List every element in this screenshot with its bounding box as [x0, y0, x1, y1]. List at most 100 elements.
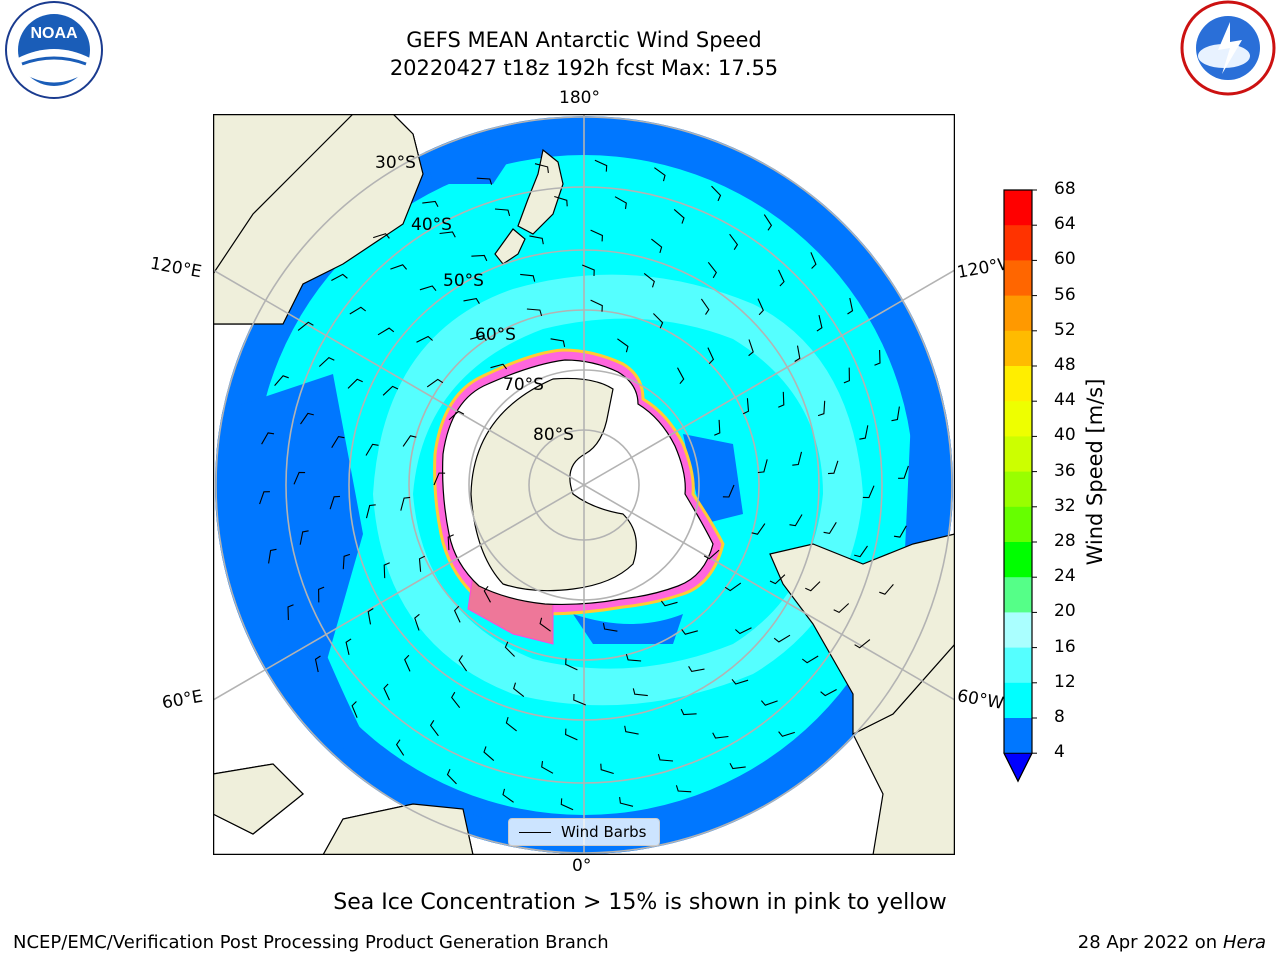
wind-barb: [722, 484, 735, 498]
wind-barb: [534, 163, 549, 173]
wind-barb: [660, 600, 678, 607]
wind-barb: [402, 435, 417, 447]
colorbar-segment: [1004, 542, 1032, 578]
lon-label-top: 180°: [559, 88, 600, 108]
wind-barb: [400, 496, 411, 511]
colorbar-segment: [1004, 647, 1032, 684]
wind-barb: [349, 306, 367, 315]
colorbar-tick-label: 28: [1054, 531, 1076, 551]
wind-barb: [365, 443, 379, 456]
colorbar-segment: [1004, 577, 1032, 613]
wind-barb: [654, 167, 666, 182]
colorbar-tick-label: 48: [1054, 355, 1076, 375]
wind-barb: [617, 338, 629, 353]
wind-barb: [483, 585, 491, 603]
wind-barb: [351, 701, 358, 718]
wind-barb: [453, 605, 461, 623]
wind-barb: [854, 639, 871, 649]
wind-barb: [520, 273, 536, 282]
wind-barb: [792, 451, 803, 466]
footer-left: NCEP/EMC/Verification Post Processing Pr…: [13, 932, 609, 953]
wind-barb: [816, 314, 823, 332]
wind-barb: [439, 231, 456, 238]
wind-barb: [729, 233, 739, 250]
wind-barb: [651, 238, 663, 254]
wind-barb: [735, 627, 752, 635]
wind-barb: [526, 308, 543, 317]
colorbar-segment: [1004, 260, 1032, 297]
colorbar-tick-label: 20: [1054, 601, 1076, 622]
lon-label-left-upper: 120°E: [148, 253, 204, 283]
nws-logo-icon: [1180, 0, 1276, 96]
wind-barb: [677, 367, 685, 385]
wind-barb: [724, 582, 742, 592]
wind-barb: [763, 214, 773, 231]
wind-barb: [529, 235, 544, 245]
wind-barb: [490, 363, 508, 370]
colorbar-extend-arrow: [1003, 752, 1033, 783]
wind-barb: [448, 410, 465, 421]
wind-barb: [757, 459, 768, 474]
wind-barb: [581, 264, 595, 277]
wind-barb: [614, 196, 627, 209]
wind-barb: [554, 195, 568, 207]
footer-date: 28 Apr 2022 on: [1077, 932, 1223, 953]
colorbar-segment: [1004, 366, 1032, 402]
lon-label-bottom: 0°: [572, 856, 592, 876]
wind-barb: [565, 658, 578, 671]
wind-barb: [789, 514, 803, 527]
wind-barb: [757, 298, 764, 316]
wind-barb: [760, 700, 778, 706]
chart-title: GEFS MEAN Antarctic Wind Speed: [406, 28, 762, 52]
wind-barb: [862, 485, 875, 499]
wind-barb: [847, 297, 854, 315]
colorbar-segment: [1004, 401, 1032, 437]
wind-barbs: [259, 159, 909, 811]
colorbar-tick-label: 52: [1054, 319, 1076, 340]
colorbar-label: Wind Speed [m/s]: [1083, 378, 1107, 566]
graticule: [213, 114, 955, 855]
wind-barb: [729, 762, 746, 770]
wind-barb: [426, 378, 444, 388]
wind-barb: [377, 327, 395, 336]
wind-barb: [714, 419, 721, 436]
wind-barb: [712, 732, 729, 739]
wind-barb: [331, 435, 345, 448]
wind-barb: [817, 400, 826, 417]
wind-barb: [748, 339, 754, 357]
wind-barb: [854, 545, 868, 558]
wind-barb: [707, 261, 717, 279]
wind-barb: [632, 688, 648, 697]
lat-label-40s: 40°S: [411, 215, 452, 235]
wind-barb: [594, 159, 608, 172]
colorbar-segment: [1004, 506, 1032, 543]
wind-barb: [573, 693, 587, 706]
wind-barb: [471, 254, 488, 262]
wind-barb: [565, 728, 578, 741]
footer-host: Hera: [1222, 932, 1266, 953]
wind-barb: [299, 530, 309, 545]
wind-barb: [451, 691, 461, 709]
colorbar-tick-label: 12: [1054, 671, 1076, 692]
noaa-logo-text: NOAA: [30, 25, 78, 42]
wind-barb: [416, 335, 433, 343]
wind-barb: [602, 622, 618, 632]
wind-barb: [805, 581, 821, 592]
colorbar-segment: [1004, 436, 1032, 473]
colorbar-segment: [1004, 295, 1032, 332]
colorbar-tick-label: 40: [1054, 425, 1076, 446]
wind-barb: [470, 335, 487, 341]
wind-barb: [382, 385, 399, 396]
wind-barb: [314, 655, 321, 673]
wind-barb: [318, 356, 335, 367]
wind-barb: [843, 367, 850, 384]
wind-barb: [820, 689, 837, 697]
wind-barb: [476, 177, 493, 185]
lat-label-80s: 80°S: [533, 425, 574, 445]
colorbar-tick-label: 56: [1054, 284, 1076, 305]
wind-barb: [801, 655, 819, 664]
colorbar-tick-label: 68: [1054, 179, 1076, 199]
wind-barb: [261, 432, 275, 445]
wind-barb: [675, 785, 692, 793]
wind-barb: [287, 604, 294, 621]
